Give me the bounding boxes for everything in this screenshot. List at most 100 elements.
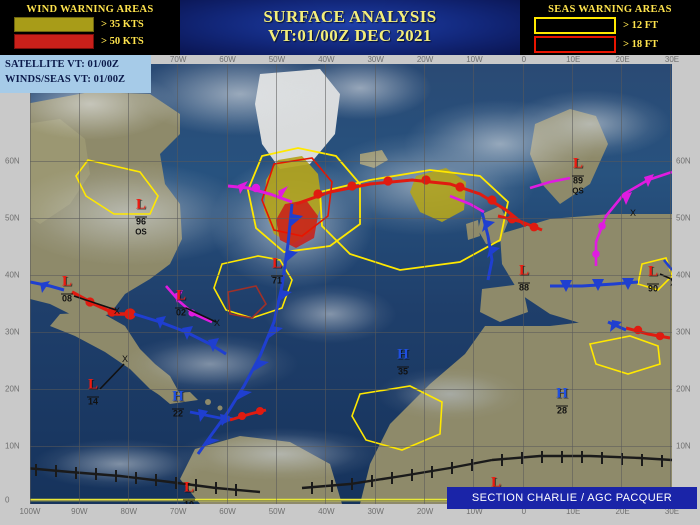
pressure-value: 89 [571, 175, 585, 186]
occluded-front-markers-central [238, 181, 288, 200]
wind-50-swatch [14, 34, 94, 49]
wind-50-label: > 50 KTS [101, 36, 144, 47]
seas-12-swatch [534, 17, 616, 34]
longitude-label: 90W [71, 507, 88, 516]
pressure-center-l-08: L 08 [60, 274, 74, 306]
winds-seas-vt-line: WINDS/SEAS VT: 01/00Z [5, 73, 126, 85]
cold-front-barbs-central [205, 214, 303, 446]
cold-front-barbs-med [610, 320, 622, 332]
latitude-label: 30N [5, 327, 20, 337]
cold-front-barbs-central-europe [560, 278, 634, 292]
pressure-extra: OS [135, 227, 147, 237]
latitude-label: 10N [5, 441, 20, 451]
pressure-value: 14 [86, 396, 100, 407]
title-line-1: SURFACE ANALYSIS [263, 7, 437, 26]
latitude-label: 20N [5, 384, 20, 394]
warm-front-central-atlantic [295, 178, 527, 228]
monsoon-trough-east [491, 454, 672, 462]
pressure-center-l-96: L 96 OS [134, 197, 148, 237]
latitude-label: 60N [5, 156, 20, 166]
wind-50-area-central [276, 200, 318, 248]
latitude-label: 40N [5, 270, 20, 280]
pressure-value: 10 [182, 499, 196, 504]
pressure-value: 22 [171, 408, 185, 419]
pressure-center-h-22: H 22 [171, 389, 185, 421]
graticule [30, 64, 672, 504]
longitude-label: 30W [367, 507, 384, 516]
header-bar: WIND WARNING AREAS > 35 KTS > 50 KTS SUR… [0, 0, 700, 55]
pressure-value: 96 [134, 216, 148, 227]
cold-front-us-plains [71, 290, 132, 316]
trough-ticks-east [501, 451, 663, 467]
latitude-label: 20N [676, 384, 691, 394]
seas-legend-row-18: > 18 FT [534, 36, 700, 53]
trough-ticks-itcz [311, 459, 473, 494]
seas-18-swatch [534, 36, 616, 53]
basemap [30, 64, 672, 504]
seas-12-area-mediterranean [588, 335, 661, 375]
occluded-front-norway [529, 176, 571, 190]
longitude-label: 100W [19, 507, 41, 516]
svg-text:X: X [670, 278, 672, 288]
longitude-label: 60W [219, 507, 236, 516]
wind-35-label: > 35 KTS [101, 19, 144, 30]
longitude-label: 10E [566, 55, 581, 64]
pressure-center-l-89: L 89 QS [571, 156, 585, 196]
longitude-label: 0 [521, 507, 527, 516]
warm-front-bumps-caribbean [238, 407, 264, 420]
surface-analysis-map[interactable]: X X X X X [30, 64, 672, 504]
page-title: SURFACE ANALYSIS VT:01/00Z DEC 2021 [180, 0, 520, 46]
seas-12-area-west-canada [75, 159, 159, 215]
pressure-center-h-28: H 28 [555, 385, 569, 418]
pressure-symbol: L [175, 287, 187, 304]
latitude-label: 10N [676, 441, 691, 451]
seas-12-area-eastern-europe [637, 257, 672, 291]
longitude-label: 70W [169, 55, 187, 64]
pressure-extra: QS [572, 186, 584, 196]
warm-front-bumps-north-sea [507, 214, 539, 232]
pressure-center-l-88: L 88 [517, 262, 531, 295]
seas-12-area-newfoundland [213, 255, 293, 319]
wind-legend-row-35: > 35 KTS [14, 17, 180, 32]
cold-front-barbs-west-canada [40, 281, 50, 293]
occluded-markers-baltic [592, 174, 654, 258]
seas-12-area-central-atlantic [319, 169, 509, 271]
pressure-symbol: L [87, 376, 99, 393]
longitude-label: 80W [120, 507, 137, 516]
wind-legend-row-50: > 50 KTS [14, 34, 180, 49]
longitude-label: 40W [318, 55, 335, 64]
cold-front-barbs-east-us [156, 316, 219, 352]
satellite-vt-line: SATELLITE VT: 01/00Z [5, 59, 120, 70]
svg-text:X: X [630, 208, 636, 218]
pressure-center-l-10: L 10 [182, 479, 196, 504]
pressure-symbol: L [518, 262, 530, 279]
pressure-symbol: L [183, 479, 195, 496]
longitude-label: 20E [615, 55, 630, 64]
footer-credit-text: SECTION CHARLIE / AGC PACQUER [471, 492, 673, 504]
pressure-value: 08 [60, 293, 74, 304]
seas-legend-row-12: > 12 FT [534, 17, 700, 34]
pressure-value: 02 [174, 307, 188, 318]
latitude-label: 50N [5, 213, 20, 223]
pressure-center-l-71: L 71 [270, 256, 284, 288]
latitude-label: 30N [676, 327, 691, 337]
title-line-2: VT:01/00Z DEC 2021 [268, 26, 432, 46]
warm-front-bumps-central [313, 175, 497, 205]
pressure-symbol: L [490, 474, 502, 491]
pressure-value: 71 [270, 275, 284, 286]
occluded-front-uk [449, 194, 485, 214]
itcz-trough [301, 458, 493, 490]
pressure-value: 35 [396, 366, 410, 377]
pressure-symbol: H [556, 385, 568, 402]
longitude-label: 30E [664, 55, 680, 64]
satellite-vt-box: SATELLITE VT: 01/00Z WINDS/SEAS VT: 01/0… [0, 55, 151, 93]
longitude-label: 0 [521, 55, 527, 64]
latitude-label: 0 [5, 495, 10, 505]
cold-front-west-canada [30, 280, 65, 292]
pressure-symbol: H [397, 346, 409, 363]
longitude-label: 50W [268, 507, 286, 516]
motion-vector-x-marks: X X X X X [114, 208, 672, 364]
pressure-value: 90 [646, 283, 660, 294]
seas-12-label: > 12 FT [623, 20, 659, 31]
latitude-label: 60N [676, 156, 691, 166]
